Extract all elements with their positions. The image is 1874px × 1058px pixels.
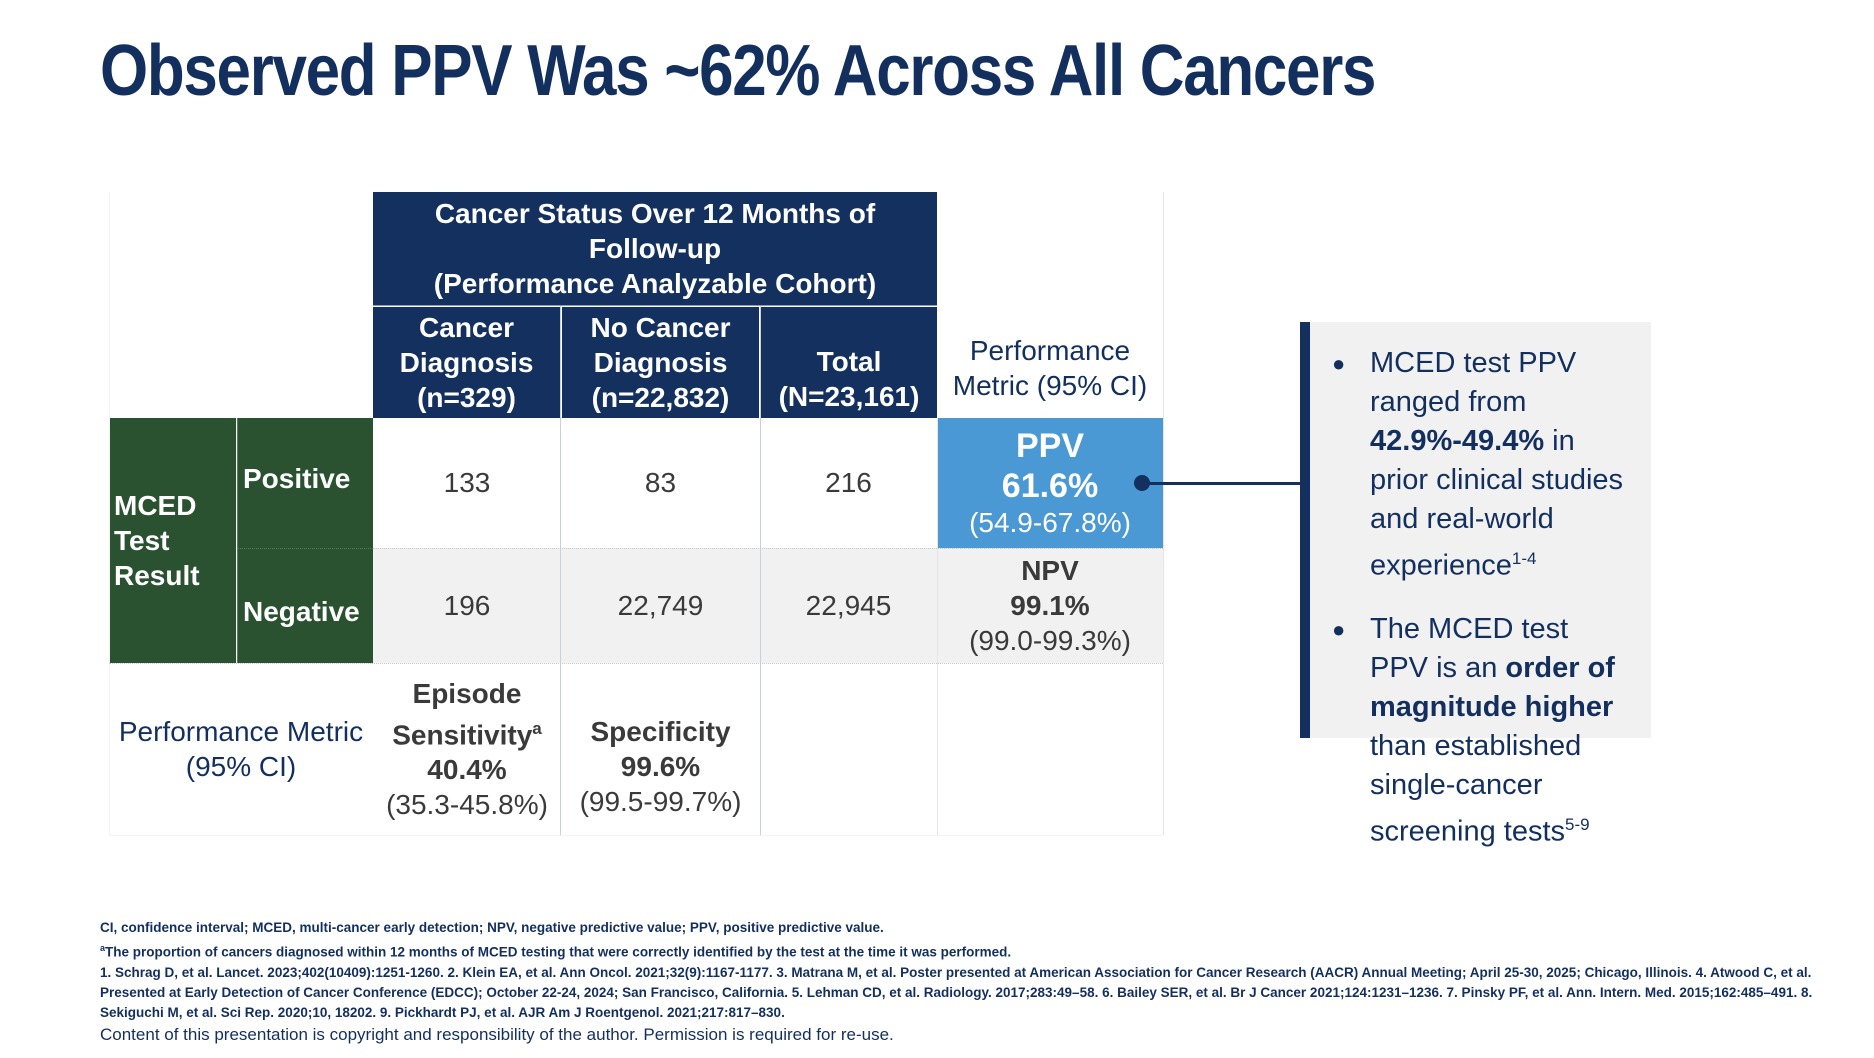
connector-line xyxy=(1142,482,1302,485)
row-group-line: Test xyxy=(114,525,170,556)
bottom-metric-label-line: Performance Metric xyxy=(118,716,364,747)
bullet-icon: ● xyxy=(1332,616,1346,642)
page-title: Observed PPV Was ~62% Across All Cancers xyxy=(100,31,1376,111)
row-group-line: MCED xyxy=(114,490,197,521)
col-header-no-cancer: No Cancer Diagnosis (n=22,832) xyxy=(562,307,759,418)
row-label-text: Negative xyxy=(243,595,360,627)
grid-line xyxy=(109,192,110,835)
npv-cell: NPV 99.1% (99.0-99.3%) xyxy=(937,548,1163,663)
citation-marker: 5-9 xyxy=(1565,814,1590,834)
table-cell: 83 xyxy=(644,467,677,498)
metric-header-line: Metric (95% CI) xyxy=(952,369,1148,401)
sensitivity-label: Sensitivitya xyxy=(392,711,542,752)
row-group-line: Result xyxy=(114,560,200,591)
grid-line xyxy=(760,305,761,835)
row-group-label: MCED Test Result xyxy=(109,418,236,663)
callout-box: ● MCED test PPV ranged from 42.9%-49.4% … xyxy=(1300,322,1651,847)
bullet-text: MCED test PPV ranged from xyxy=(1370,347,1577,418)
table-cell: 22,749 xyxy=(561,548,760,663)
grid-line xyxy=(373,548,1163,549)
references: 1. Schrag D, et al. Lancet. 2023;402(104… xyxy=(100,964,1813,1020)
specificity-value: 99.6% xyxy=(620,751,701,782)
sensitivity-ci: (35.3-45.8%) xyxy=(386,789,548,821)
grid-line xyxy=(937,418,938,835)
specificity-ci: (99.5-99.7%) xyxy=(579,786,742,817)
grid-line xyxy=(109,835,1163,836)
row-label-positive: Positive xyxy=(237,418,373,548)
col-header-line: Diagnosis xyxy=(399,347,534,378)
grid-line xyxy=(373,305,937,306)
col-header-cancer: Cancer Diagnosis (n=329) xyxy=(373,307,560,418)
col-header-line: No Cancer xyxy=(590,312,731,343)
table-cell: 216 xyxy=(825,467,872,498)
sensitivity-cell: Episode Sensitivitya 40.4% (35.3-45.8%) xyxy=(373,663,561,835)
col-header-total: Total (N=23,161) xyxy=(761,307,937,418)
connector-dot xyxy=(1134,475,1150,491)
bullet-text: The MCED test PPV is an xyxy=(1370,612,1569,684)
col-header-line: Diagnosis xyxy=(593,347,728,378)
bullet-bold-text: order of magnitude higher xyxy=(1370,651,1615,723)
grid-line xyxy=(1163,192,1164,835)
sensitivity-label: Episode xyxy=(412,677,522,709)
npv-label: NPV xyxy=(1021,555,1079,586)
row-label-text: Positive xyxy=(243,462,351,494)
npv-ci: (99.0-99.3%) xyxy=(969,625,1131,656)
footnote-a-text: The proportion of cancers diagnosed with… xyxy=(105,944,1012,960)
group-header-line: Cancer Status Over 12 Months of xyxy=(434,198,876,229)
specificity-label: Specificity xyxy=(590,716,731,747)
group-header-line: Follow-up xyxy=(588,233,722,264)
row-label-negative: Negative xyxy=(237,548,373,663)
ppv-value: 61.6% xyxy=(1001,467,1099,505)
footnotes: CI, confidence interval; MCED, multi-can… xyxy=(100,918,1820,1045)
ppv-cell: PPV 61.6% (54.9-67.8%) xyxy=(937,418,1163,548)
bottom-metric-label-line: (95% CI) xyxy=(185,751,297,782)
sensitivity-value: 40.4% xyxy=(427,754,507,786)
bullet-icon: ● xyxy=(1332,351,1346,376)
grid-line xyxy=(109,663,1163,664)
sensitivity-label-text: Sensitivity xyxy=(392,719,533,751)
grid-line xyxy=(560,305,561,835)
table-cell: 196 xyxy=(373,548,561,663)
ppv-ci: (54.9-67.8%) xyxy=(969,507,1131,538)
table-cell: 133 xyxy=(443,467,491,498)
group-header-line: (Performance Analyzable Cohort) xyxy=(433,268,877,299)
bullet-bold-text: 42.9%-49.4% xyxy=(1370,425,1545,457)
col-header-line: (n=22,832) xyxy=(591,382,730,413)
copyright-notice: Content of this presentation is copyrigh… xyxy=(100,1024,894,1044)
metric-header-line: Performance xyxy=(969,334,1131,366)
table-cell: 22,945 xyxy=(760,548,937,663)
bottom-metric-label: Performance Metric (95% CI) xyxy=(109,663,373,835)
bullet-text: than established single-cancer screening… xyxy=(1370,729,1582,848)
col-header-line: Total xyxy=(816,346,882,377)
footnote-a: aThe proportion of cancers diagnosed wit… xyxy=(100,938,1820,963)
specificity-cell: Specificity 99.6% (99.5-99.7%) xyxy=(561,663,760,835)
metric-header: Performance Metric (95% CI) xyxy=(937,307,1163,418)
col-header-line: (N=23,161) xyxy=(778,381,920,412)
col-header-line: Cancer xyxy=(419,312,514,343)
citation-marker: 1-4 xyxy=(1511,549,1537,568)
callout-bullet: ● MCED test PPV ranged from 42.9%-49.4% … xyxy=(1332,344,1631,586)
footnote-marker: a xyxy=(100,943,106,953)
group-header: Cancer Status Over 12 Months of Follow-u… xyxy=(373,192,937,305)
abbreviations-note: CI, confidence interval; MCED, multi-can… xyxy=(100,920,884,935)
footnote-marker: a xyxy=(532,718,542,738)
ppv-label: PPV xyxy=(1015,427,1085,465)
callout-bullet: ● The MCED test PPV is an order of magni… xyxy=(1332,610,1631,852)
npv-value: 99.1% xyxy=(1010,590,1090,621)
bullet-text: in prior clinical studies and real-world… xyxy=(1370,425,1624,582)
col-header-line: (n=329) xyxy=(417,382,516,413)
